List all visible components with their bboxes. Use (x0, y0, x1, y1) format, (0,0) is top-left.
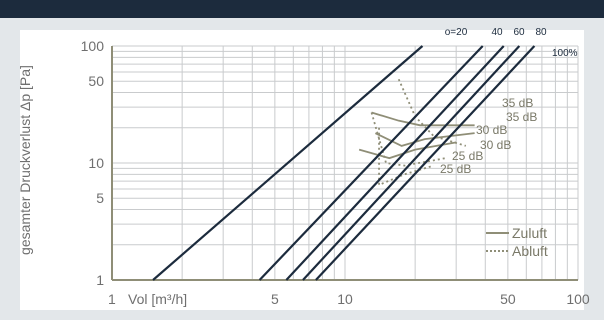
opening-line (315, 45, 536, 281)
opening-lines (152, 45, 536, 281)
axes (111, 46, 578, 281)
y-tick-label: 5 (96, 190, 104, 206)
opening-label: o=20 (445, 27, 468, 38)
opening-label: 100% (552, 48, 578, 59)
grid (111, 45, 579, 281)
x-tick-label: 5 (271, 291, 279, 307)
opening-line (285, 45, 505, 281)
legend-abluft-label: Abluft (512, 243, 548, 259)
header-bar (0, 0, 604, 18)
y-tick-label: 10 (88, 155, 104, 171)
x-tick-label: 50 (500, 291, 516, 307)
legend: Zuluft Abluft (486, 225, 548, 259)
db-label: 25 dB (452, 149, 483, 163)
db-label: 30 dB (476, 123, 507, 137)
y-tick-label: 1 (96, 272, 104, 288)
opening-label: 80 (535, 27, 547, 38)
legend-zuluft-label: Zuluft (512, 225, 547, 241)
db-label: 35 dB (506, 110, 537, 124)
abluft-curve (397, 78, 467, 147)
x-tick-label: 10 (337, 291, 353, 307)
db-label: 35 dB (502, 96, 533, 110)
opening-line (258, 45, 484, 281)
opening-line (152, 45, 424, 281)
opening-label: 60 (513, 27, 525, 38)
y-tick-label: 50 (88, 73, 104, 89)
y-tick-label: 100 (81, 38, 105, 54)
abluft-curve (378, 127, 434, 187)
x-tick-label: 100 (566, 291, 590, 307)
y-axis-label: gesamter Druckverlust Δp [Pa] (17, 65, 33, 255)
x-tick-label: 1 (108, 291, 116, 307)
labels: 100 50 10 5 11 5 10 50 100 o=20 40 60 80 100% 35 dB35 … (81, 27, 590, 307)
opening-line (302, 45, 521, 281)
db-label: 30 dB (480, 138, 511, 152)
x-axis-label: Vol [m³/h] (128, 291, 187, 307)
db-label: 25 dB (440, 162, 471, 176)
opening-label: 40 (491, 27, 503, 38)
